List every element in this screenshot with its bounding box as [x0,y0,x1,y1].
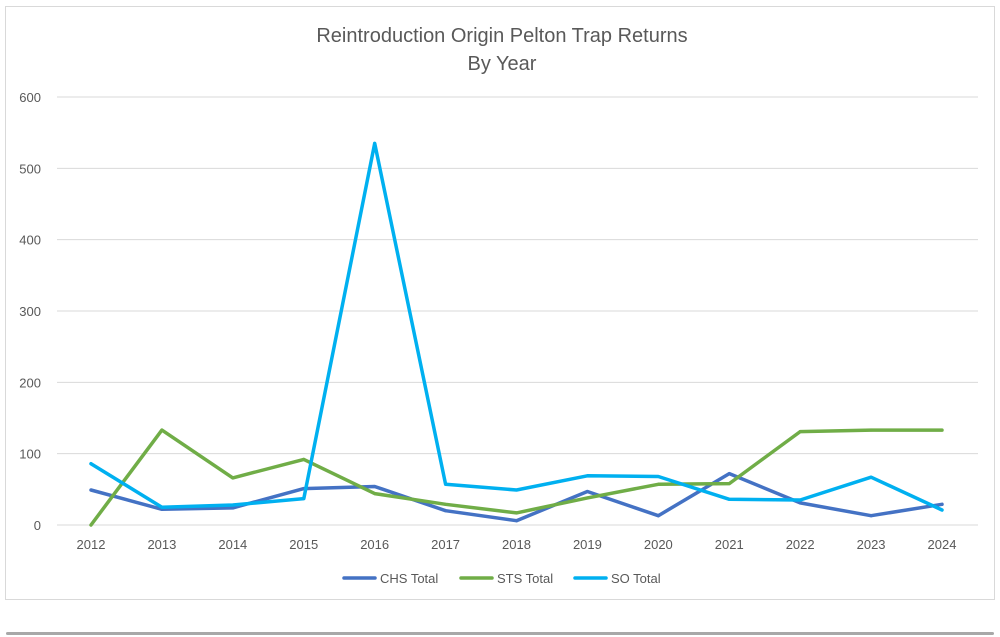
series-lines [89,141,944,527]
legend-label: SO Total [611,571,661,586]
data-point [869,428,873,432]
chart-title: Reintroduction Origin Pelton Trap Return… [316,25,687,47]
data-point [302,497,306,501]
x-tick-label: 2018 [502,537,531,552]
chart-frame [5,6,995,600]
legend-label: CHS Total [380,571,438,586]
data-point [231,506,235,510]
y-tick-label: 600 [19,90,41,105]
series-line-so-total [89,141,944,512]
data-point [89,488,93,492]
y-tick-label: 400 [19,233,41,248]
y-tick-label: 300 [19,304,41,319]
data-point [656,482,660,486]
data-point [231,476,235,480]
y-tick-label: 500 [19,161,41,176]
x-tick-label: 2016 [360,537,389,552]
x-tick-label: 2015 [289,537,318,552]
data-point [585,489,589,493]
x-tick-label: 2017 [431,537,460,552]
data-point [585,474,589,478]
gridlines [57,96,978,526]
data-point [798,498,802,502]
x-tick-label: 2021 [715,537,744,552]
x-tick-label: 2012 [77,537,106,552]
chart-subtitle: By Year [468,53,537,75]
y-axis-ticks: 0 100 200 300 400 500 600 [19,90,41,533]
y-tick-label: 200 [19,375,41,390]
data-point [160,505,164,509]
data-point [727,482,731,486]
x-tick-label: 2023 [857,537,886,552]
x-tick-label: 2020 [644,537,673,552]
data-point [444,509,448,513]
data-point [656,514,660,518]
x-tick-label: 2014 [218,537,247,552]
data-point [373,492,377,496]
data-point [515,519,518,523]
data-point [940,502,944,506]
data-point [373,141,377,145]
x-axis-ticks: 2012 2013 2014 2015 2016 2017 2018 2019 2020 2021… [77,537,957,552]
series-line-sts-total [89,428,944,527]
x-tick-label: 2019 [573,537,602,552]
data-point [160,428,164,432]
data-point [869,514,873,518]
y-tick-label: 0 [34,518,41,533]
data-point [798,501,802,505]
data-point [656,474,660,478]
data-point [798,430,802,434]
data-point [940,508,944,512]
line-chart: Reintroduction Origin Pelton Trap Return… [19,25,978,586]
data-point [940,428,944,432]
y-tick-label: 100 [19,447,41,462]
data-point [515,488,518,492]
x-tick-label: 2022 [786,537,815,552]
data-point [727,472,731,476]
data-point [89,523,93,527]
data-point [231,503,235,507]
data-point [727,497,731,501]
data-point [869,475,873,479]
data-point [373,484,377,488]
data-point [444,482,448,486]
caption-strip [6,626,994,637]
legend-label: STS Total [497,571,553,586]
data-point [515,511,518,515]
data-point [302,457,306,461]
data-point [585,496,589,500]
caption-cut-off-text [6,632,994,635]
data-point [89,462,93,466]
legend: CHS Total STS Total SO Total [342,571,661,586]
x-tick-label: 2013 [147,537,176,552]
x-tick-label: 2024 [928,537,957,552]
data-point [444,502,448,506]
